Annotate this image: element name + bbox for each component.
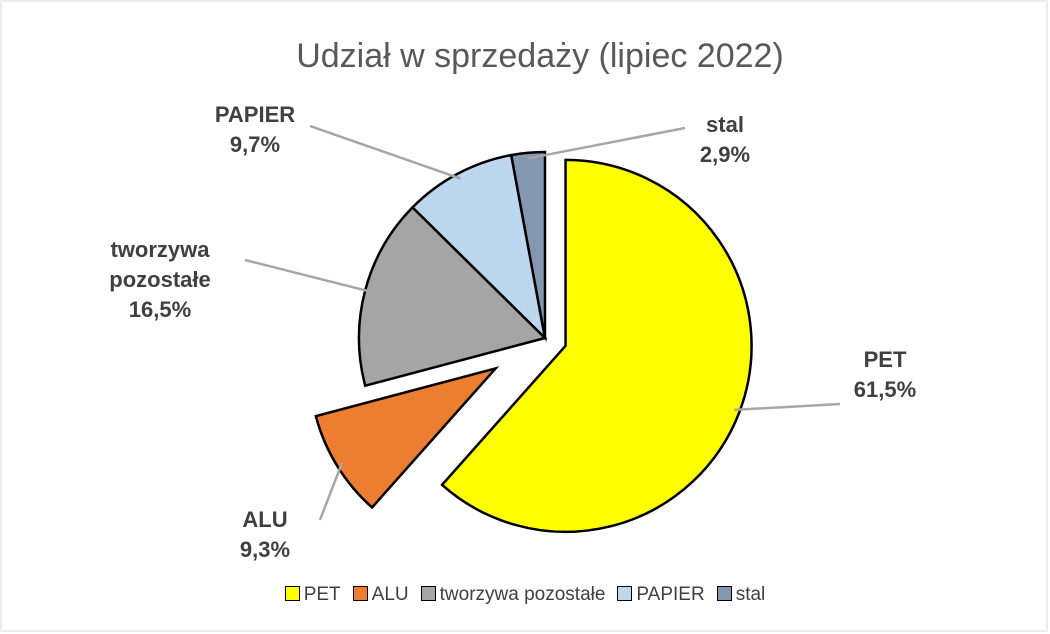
leader-line xyxy=(309,124,461,180)
legend-item: PET xyxy=(284,584,341,606)
leader-line xyxy=(734,402,841,412)
data-label: PAPIER 9,7% xyxy=(200,100,310,160)
legend-item: stal xyxy=(716,584,766,606)
legend-swatch xyxy=(284,586,300,601)
label-category: tworzywa pozostałe xyxy=(109,237,211,292)
label-category: ALU xyxy=(242,507,288,532)
legend-item: PAPIER xyxy=(617,584,705,606)
data-label: PET 61,5% xyxy=(840,345,930,405)
leader-line xyxy=(528,126,686,160)
data-label: tworzywa pozostałe 16,5% xyxy=(90,235,230,325)
legend-label: stal xyxy=(735,584,766,605)
legend-swatch xyxy=(352,586,368,601)
label-category: stal xyxy=(706,112,744,137)
data-label: stal 2,9% xyxy=(685,110,765,170)
legend-swatch xyxy=(716,586,732,601)
label-value: 2,9% xyxy=(699,142,751,167)
label-category: PAPIER xyxy=(214,102,296,127)
label-value: 61,5% xyxy=(853,377,917,402)
legend-swatch xyxy=(420,586,436,601)
label-value: 9,3% xyxy=(239,537,291,562)
legend-label: tworzywa pozostałe xyxy=(439,584,606,605)
pie-slice xyxy=(509,150,547,339)
label-value: 16,5% xyxy=(128,297,192,322)
legend-label: PAPIER xyxy=(636,584,705,605)
label-category: PET xyxy=(863,347,907,372)
legend-item: tworzywa pozostałe xyxy=(420,584,606,606)
legend-label: PET xyxy=(303,584,341,605)
label-value: 9,7% xyxy=(229,132,281,157)
leader-line xyxy=(244,258,371,293)
legend-label: ALU xyxy=(371,584,409,605)
pie-slice xyxy=(440,158,753,534)
chart-title: Udział w sprzedaży (lipiec 2022) xyxy=(296,37,784,75)
legend-item: ALU xyxy=(352,584,409,606)
leader-line xyxy=(318,462,344,521)
legend: PET ALU tworzywa pozostałe PAPIER stal xyxy=(0,584,1050,606)
pie-slice xyxy=(314,366,500,510)
legend-swatch xyxy=(617,586,633,601)
pie-slice xyxy=(410,153,547,342)
data-label: ALU 9,3% xyxy=(225,505,305,565)
